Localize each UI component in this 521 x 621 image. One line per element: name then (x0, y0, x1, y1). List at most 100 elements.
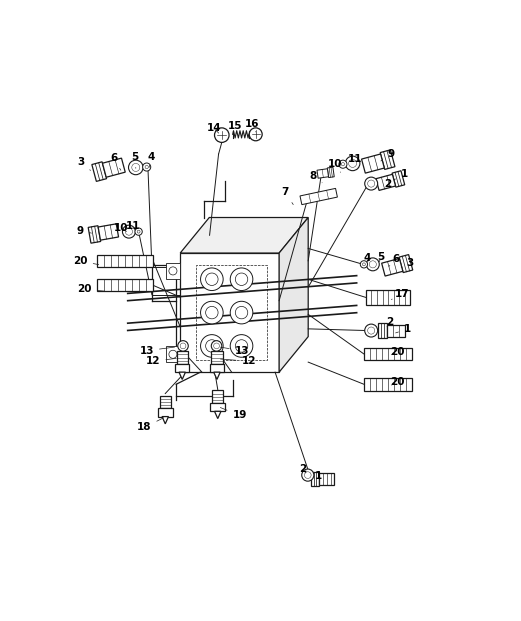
Polygon shape (364, 348, 413, 360)
Circle shape (365, 324, 378, 337)
Text: 20: 20 (390, 377, 404, 388)
Text: 3: 3 (401, 258, 414, 268)
Circle shape (349, 160, 356, 168)
Polygon shape (180, 253, 279, 372)
Circle shape (201, 335, 223, 357)
Text: 7: 7 (281, 188, 293, 204)
Text: 2: 2 (387, 317, 394, 327)
Polygon shape (364, 378, 413, 391)
Text: 20: 20 (73, 256, 99, 266)
Circle shape (122, 225, 135, 238)
Text: 4: 4 (147, 152, 155, 168)
Circle shape (169, 350, 177, 358)
Polygon shape (96, 255, 153, 267)
Text: 5: 5 (131, 152, 139, 168)
Text: 6: 6 (110, 153, 121, 170)
Circle shape (145, 165, 148, 169)
Text: 13: 13 (140, 346, 175, 356)
Text: 2: 2 (299, 464, 306, 474)
Text: 9: 9 (77, 226, 92, 236)
Circle shape (249, 128, 262, 141)
Polygon shape (103, 158, 125, 177)
Polygon shape (96, 279, 153, 291)
Circle shape (369, 261, 376, 268)
Polygon shape (366, 290, 411, 305)
Polygon shape (209, 364, 224, 372)
Polygon shape (212, 391, 224, 403)
Polygon shape (214, 372, 220, 379)
Bar (196, 265, 267, 360)
Circle shape (235, 306, 248, 319)
Polygon shape (215, 411, 221, 419)
Circle shape (169, 267, 177, 275)
Circle shape (201, 268, 223, 291)
Text: 19: 19 (220, 407, 247, 420)
Polygon shape (376, 175, 395, 191)
Text: 8: 8 (310, 171, 322, 183)
Circle shape (361, 261, 367, 268)
Polygon shape (327, 167, 334, 178)
Circle shape (180, 343, 186, 349)
Circle shape (135, 228, 142, 235)
Circle shape (143, 163, 151, 171)
Circle shape (368, 180, 375, 187)
Polygon shape (378, 324, 387, 338)
Text: 5: 5 (378, 252, 385, 262)
Polygon shape (210, 403, 225, 411)
Polygon shape (382, 258, 403, 276)
Text: 14: 14 (206, 123, 221, 133)
Circle shape (345, 156, 360, 171)
Circle shape (302, 469, 314, 481)
Polygon shape (162, 417, 168, 424)
Polygon shape (279, 217, 308, 372)
Polygon shape (166, 263, 180, 279)
Circle shape (235, 273, 248, 286)
Circle shape (206, 340, 218, 352)
Circle shape (206, 306, 218, 319)
Text: 12: 12 (146, 356, 176, 366)
Circle shape (212, 341, 222, 351)
Text: 20: 20 (77, 284, 105, 294)
Text: 17: 17 (391, 289, 410, 299)
Polygon shape (212, 351, 222, 364)
Text: 20: 20 (390, 347, 404, 357)
Circle shape (230, 301, 253, 324)
Polygon shape (317, 169, 329, 178)
Circle shape (178, 341, 188, 351)
Circle shape (230, 268, 253, 291)
Polygon shape (319, 473, 334, 485)
Polygon shape (92, 162, 107, 181)
Circle shape (304, 472, 311, 478)
Circle shape (137, 230, 140, 233)
Circle shape (201, 301, 223, 324)
Text: 12: 12 (220, 356, 256, 366)
Circle shape (368, 327, 375, 334)
Polygon shape (175, 364, 190, 372)
Text: 10: 10 (328, 159, 342, 172)
Polygon shape (159, 396, 171, 409)
Circle shape (126, 228, 132, 235)
Text: 10: 10 (114, 223, 128, 233)
Text: 1: 1 (394, 170, 408, 180)
Polygon shape (179, 372, 185, 379)
Text: 1: 1 (315, 471, 322, 481)
Polygon shape (88, 225, 101, 243)
Circle shape (206, 273, 218, 286)
Text: 13: 13 (220, 346, 249, 356)
Polygon shape (362, 154, 384, 173)
Circle shape (339, 160, 347, 168)
Circle shape (215, 128, 229, 142)
Polygon shape (300, 188, 338, 205)
Polygon shape (158, 409, 172, 417)
Polygon shape (177, 351, 188, 364)
Circle shape (132, 163, 140, 171)
Circle shape (363, 263, 365, 266)
Text: 3: 3 (78, 157, 91, 170)
Text: 2: 2 (384, 179, 392, 189)
Circle shape (365, 177, 378, 190)
Polygon shape (180, 217, 308, 253)
Text: 16: 16 (244, 119, 259, 132)
Circle shape (214, 343, 219, 349)
Polygon shape (311, 473, 319, 486)
Circle shape (230, 335, 253, 357)
